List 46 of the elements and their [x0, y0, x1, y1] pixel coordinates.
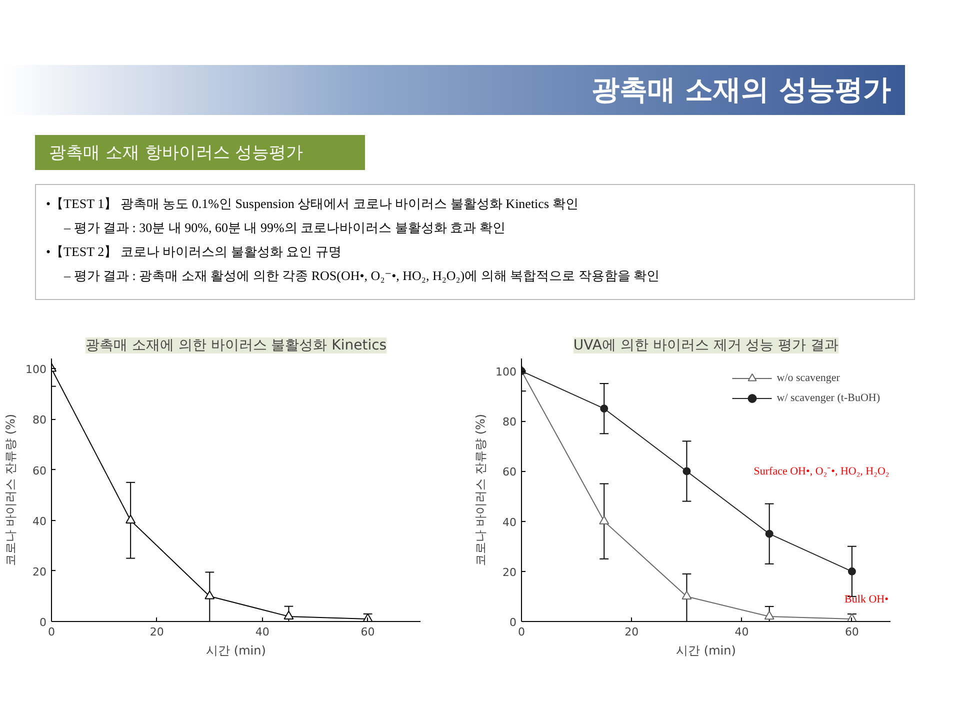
x-axis-title: 시간 (min)	[206, 644, 266, 658]
point	[765, 530, 774, 538]
x-tick-label: 20	[150, 626, 164, 638]
y-tick-label: 40	[32, 514, 47, 528]
annotation: Bulk OH•	[844, 594, 889, 606]
point	[764, 610, 774, 620]
x-axis-title: 시간 (min)	[676, 644, 736, 658]
y-tick-label: 60	[32, 464, 47, 478]
point	[284, 610, 294, 620]
point	[848, 567, 856, 576]
text: 광촉매 소재 항바이러스 성능평가	[35, 135, 365, 170]
legend-label: w/ scavenger (t-BuOH)	[776, 392, 880, 404]
x-tick-label: 40	[734, 626, 749, 638]
text: •【TEST 1】 광촉매 농도 0.1%인 Suspension 상태에서 코로나 바이러스 불활성화 Kinetics 확인	[46, 195, 580, 213]
x-tick-label: 60	[360, 626, 375, 638]
y-tick-label: 60	[502, 466, 517, 479]
y-tick-label: 20	[32, 565, 47, 578]
annotation: Surface OH•, O₂⁻•, HO₂, H₂O₂	[754, 466, 890, 478]
y-tick-label: 80	[502, 416, 517, 429]
y-tick-label: 0	[510, 616, 516, 629]
point	[682, 467, 691, 476]
x-tick-label: 20	[624, 626, 639, 638]
text: – 평가 결과 : 광촉매 소재 활성에 의한 각종 ROS(OH•, O₂⁻•, HO₂, H₂O₂)에 의해 복합적으로 작용함을 확인	[64, 267, 661, 285]
text: – 평가 결과 : 30분 내 90%, 60분 내 99%의 코로나바이러스 불활성화 효과 확인	[64, 219, 506, 237]
chart-title: UVA에 의한 바이러스 제거 성능 평가 결과	[573, 338, 839, 354]
chart-title: 광촉매 소재에 의한 바이러스 불활성화 Kinetics	[85, 338, 387, 354]
legend-label: w/o scavenger	[776, 372, 840, 384]
point	[599, 516, 610, 524]
y-tick-label: 80	[32, 414, 47, 427]
y-tick-label: 0	[40, 616, 46, 629]
x-tick-label: 0	[48, 626, 55, 638]
point	[126, 514, 136, 524]
point	[600, 404, 608, 413]
point	[204, 590, 215, 600]
point	[682, 590, 692, 600]
text: 광촉매 소재의 성능평가	[5, 65, 905, 115]
y-tick-label: 40	[502, 516, 517, 529]
x-tick-label: 0	[518, 626, 525, 638]
y-axis-title: 코로나 바이러스 잔류량 (%)	[474, 414, 488, 566]
y-tick-label: 100	[26, 363, 47, 376]
x-tick-label: 40	[255, 626, 270, 638]
y-tick-label: 100	[496, 366, 517, 379]
x-tick-label: 60	[844, 626, 859, 638]
y-tick-label: 20	[502, 566, 517, 579]
y-axis-title: 코로나 바이러스 잔류량 (%)	[4, 414, 18, 566]
text: •【TEST 2】 코로나 바이러스의 불활성화 요인 규명	[46, 243, 342, 261]
